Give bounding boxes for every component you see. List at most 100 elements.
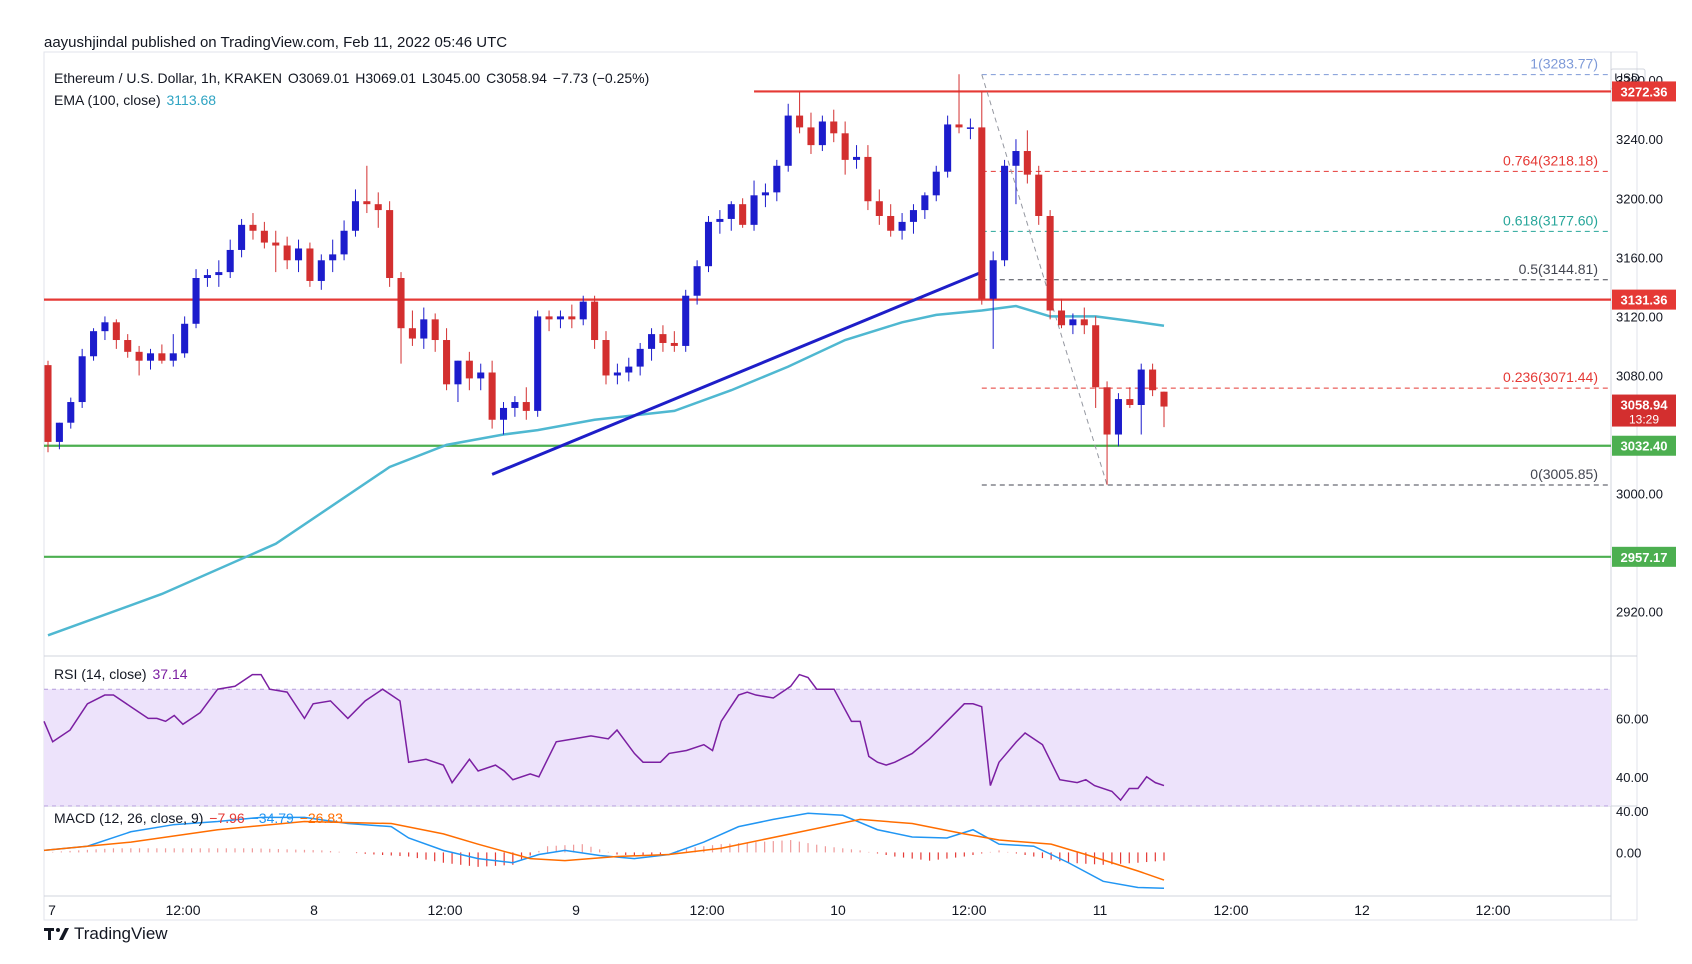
ema-label[interactable]: EMA (100, close)	[54, 92, 161, 108]
candle-body	[841, 133, 849, 160]
ascending-trendline	[491, 270, 983, 476]
candle-body	[773, 165, 781, 193]
candle-body	[1023, 151, 1031, 175]
symbol-label[interactable]: Ethereum / U.S. Dollar, 1h, KRAKEN	[54, 70, 282, 86]
candle-body	[716, 218, 724, 222]
candle-body	[226, 249, 234, 273]
rsi-value: 37.14	[152, 666, 188, 682]
candle-body	[568, 316, 576, 320]
macd-pane	[43, 812, 1165, 890]
rsi-line	[43, 673, 1165, 802]
macd-legend[interactable]: MACD (12, 26, close, 9) −7.96 −34.79 −26…	[54, 810, 345, 826]
time-tick-label: 9	[572, 902, 580, 918]
macd-tick-label: 40.00	[1616, 804, 1649, 819]
candle-body	[351, 201, 359, 231]
fib-level-label: 0.618(3177.60)	[1503, 212, 1598, 228]
candle-body	[670, 342, 678, 346]
fibonacci-retracement: 1(3283.77) 0.764(3218.18) 0.618(3177.60) 0.…	[981, 56, 1611, 486]
candle-body	[648, 334, 656, 349]
time-tick-label: 12:00	[689, 902, 724, 918]
candle-body	[944, 124, 952, 172]
candle-body	[454, 360, 462, 385]
macd-line-path	[43, 812, 1165, 890]
price-tick-label: 3000.00	[1616, 487, 1663, 502]
candle-body	[522, 402, 530, 411]
candle-body	[511, 402, 519, 408]
rsi-band-fill	[44, 689, 1611, 806]
fib-level-label: 0(3005.85)	[1530, 466, 1598, 482]
price-tick-label: 3160.00	[1616, 250, 1663, 265]
candle-body	[1149, 369, 1157, 391]
fib-level-label: 0.5(3144.81)	[1519, 261, 1598, 277]
candle-body	[796, 115, 804, 128]
rsi-tick-label: 60.00	[1616, 711, 1649, 726]
change-value: −7.73 (−0.25%)	[552, 70, 650, 86]
price-tick-label: 2920.00	[1616, 605, 1663, 620]
candle-body	[443, 340, 451, 385]
candle-body	[90, 331, 98, 357]
level-price-tag	[1612, 289, 1676, 310]
ema-legend[interactable]: EMA (100, close) 3113.68	[54, 92, 218, 108]
level-price-tag	[1612, 546, 1676, 567]
candle-body	[112, 322, 120, 341]
time-tick-label: 12:00	[427, 902, 462, 918]
candle-body	[887, 215, 895, 231]
time-tick-label: 12:00	[1475, 902, 1510, 918]
candle-body	[602, 340, 610, 376]
candle-body	[78, 356, 86, 403]
macd-signal-value: −26.83	[299, 810, 343, 826]
candle-body	[1001, 165, 1009, 261]
candle-body	[260, 230, 268, 243]
candle-body	[374, 204, 382, 211]
candle-body	[1057, 310, 1066, 326]
candle-body	[317, 260, 325, 281]
candle-body	[921, 195, 929, 211]
candle-body	[158, 353, 166, 361]
macd-tick-label: 0.00	[1616, 845, 1641, 860]
candle-body	[727, 204, 735, 219]
time-tick-label: 12:00	[165, 902, 200, 918]
level-price-label: 3032.40	[1621, 439, 1668, 454]
time-tick-label: 12	[1354, 902, 1370, 918]
macd-label[interactable]: MACD (12, 26, close, 9)	[54, 810, 204, 826]
candle-body	[249, 224, 257, 231]
low-value: L3045.00	[421, 70, 481, 86]
candle-body	[1137, 369, 1145, 405]
candle-body	[830, 121, 838, 134]
candle-body	[625, 366, 633, 373]
candle-body	[203, 275, 211, 279]
candle-body	[909, 210, 917, 222]
candle-body	[853, 156, 861, 160]
candle-body	[579, 301, 587, 320]
candle-body	[636, 348, 644, 367]
candle-body	[295, 248, 303, 261]
brand-name: TradingView	[74, 924, 168, 943]
candle-body	[761, 192, 769, 196]
candle-body	[978, 127, 986, 299]
rsi-label[interactable]: RSI (14, close)	[54, 666, 147, 682]
open-value: O3069.01	[287, 70, 350, 86]
fib-level-label: 1(3283.77)	[1530, 56, 1598, 72]
time-tick-label: 11	[1093, 902, 1108, 918]
rsi-legend[interactable]: RSI (14, close) 37.14	[54, 666, 190, 682]
main-legend[interactable]: Ethereum / U.S. Dollar, 1h, KRAKEN O3069…	[54, 70, 651, 86]
candle-body	[306, 248, 314, 281]
price-tick-label: 3080.00	[1616, 368, 1663, 383]
time-tick-label: 7	[48, 902, 56, 918]
candle-body	[181, 323, 189, 354]
tradingview-logo[interactable]: TradingView	[44, 924, 168, 944]
last-price-label: 3058.94	[1621, 398, 1669, 413]
candle-body	[807, 127, 815, 146]
candle-body	[1046, 215, 1054, 311]
candle-body	[739, 204, 747, 225]
candle-body	[135, 351, 143, 361]
candle-body	[875, 201, 883, 216]
candle-body	[55, 422, 63, 442]
candle-body	[784, 115, 792, 166]
time-tick-label: 10	[830, 902, 846, 918]
ema-line	[47, 304, 1165, 637]
time-tick-label: 8	[310, 902, 318, 918]
candle-body	[146, 353, 155, 361]
candle-body	[898, 221, 906, 231]
